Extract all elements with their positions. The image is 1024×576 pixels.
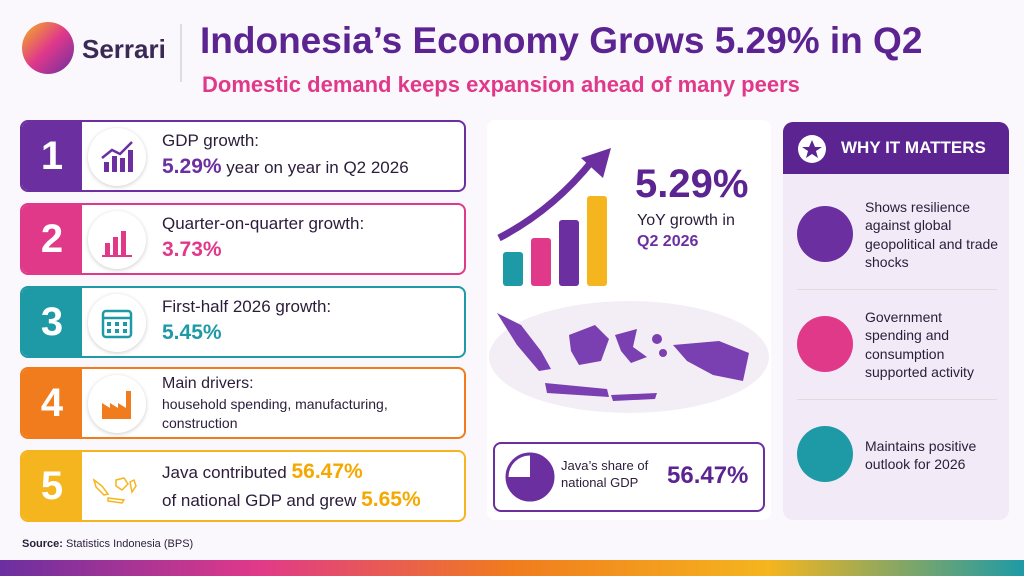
divider bbox=[180, 24, 182, 82]
why-point: Maintains positive outlook for 2026 bbox=[797, 400, 997, 510]
item-card: 1 GDP growth: 5.29% year on year in Q2 2… bbox=[20, 120, 466, 192]
item-number: 4 bbox=[22, 369, 82, 437]
item-text-part: of national GDP and grew bbox=[162, 491, 357, 510]
why-point: Government spending and consumption supp… bbox=[797, 290, 997, 400]
item-text: First-half 2026 growth: 5.45% bbox=[162, 288, 456, 356]
item-number: 2 bbox=[22, 205, 82, 273]
growth-illustration bbox=[497, 148, 611, 286]
source-text: Statistics Indonesia (BPS) bbox=[66, 538, 194, 550]
title: Indonesia’s Economy Grows 5.29% in Q2 bbox=[200, 20, 923, 61]
item-text: GDP growth: 5.29% year on year in Q2 202… bbox=[162, 122, 456, 190]
logo-mark bbox=[22, 22, 74, 74]
item-label: Main drivers: bbox=[162, 375, 254, 393]
highlight-panel: 5.29% YoY growth in Q2 2026 Java’s share… bbox=[487, 120, 771, 520]
why-point: Shows resilience against global geopolit… bbox=[797, 180, 999, 290]
subtitle: Domestic demand keeps expansion ahead of… bbox=[202, 72, 800, 97]
item-label: Quarter-on-quarter growth: bbox=[162, 214, 365, 234]
item-value: 5.45% bbox=[162, 321, 222, 345]
item-number: 3 bbox=[22, 288, 82, 356]
icon bbox=[88, 375, 146, 433]
star-icon bbox=[798, 135, 826, 163]
source: Source: Statistics Indonesia (BPS) bbox=[22, 538, 193, 550]
highlight-value: 5.29% bbox=[635, 162, 749, 206]
item-detail: year on year in Q2 2026 bbox=[226, 158, 409, 178]
logo: Serrari bbox=[82, 34, 166, 64]
why-title: WHY IT MATTERS bbox=[841, 138, 986, 157]
item-number: 5 bbox=[22, 452, 82, 520]
java-share-box: Java’s share of national GDP 56.47% bbox=[493, 442, 765, 512]
item-label: First-half 2026 growth: bbox=[162, 297, 332, 317]
item-value: 5.65% bbox=[361, 488, 421, 511]
java-share-label: Java’s share of national GDP bbox=[561, 458, 649, 490]
pie-icon bbox=[505, 452, 555, 502]
item-text: Quarter-on-quarter growth: 3.73% bbox=[162, 205, 456, 273]
java-share-value: 56.47% bbox=[667, 462, 749, 489]
item-value: 3.73% bbox=[162, 238, 222, 262]
item-text: Java contributed 56.47% of national GDP … bbox=[162, 452, 456, 520]
item-value: 5.29% bbox=[162, 155, 222, 179]
icon bbox=[92, 477, 137, 504]
why-point-text: Government spending and consumption supp… bbox=[865, 309, 974, 380]
icon bbox=[88, 294, 146, 352]
item-value: 56.47% bbox=[291, 459, 363, 483]
why-panel: WHY IT MATTERS Shows resilience against … bbox=[783, 122, 1009, 520]
item-card: 2 Quarter-on-quarter growth: 3.73% bbox=[20, 203, 466, 275]
icon bbox=[88, 128, 146, 186]
highlight-period: Q2 2026 bbox=[637, 233, 699, 250]
why-point-text: Shows resilience against global geopolit… bbox=[865, 199, 999, 270]
item-text: Main drivers: household spending, manufa… bbox=[162, 369, 456, 437]
item-label: GDP growth: bbox=[162, 131, 260, 151]
item-number: 1 bbox=[22, 122, 82, 190]
item-card: 4 Main drivers: household spending, manu… bbox=[20, 367, 466, 439]
source-label: Source: bbox=[22, 538, 63, 550]
item-card: 3 First-half 2026 growth: 5.45% bbox=[20, 286, 466, 358]
highlight-caption: YoY growth in bbox=[637, 212, 735, 229]
item-card: 5 Java contributed 56.47% of national GD… bbox=[20, 450, 466, 522]
item-detail: household spending, manufacturing, const… bbox=[162, 395, 388, 431]
why-point-text: Maintains positive outlook for 2026 bbox=[865, 437, 977, 472]
item-text-part: Java contributed bbox=[162, 462, 287, 482]
footer-band bbox=[0, 560, 1024, 576]
icon bbox=[88, 211, 146, 269]
map-illustration bbox=[489, 301, 769, 413]
